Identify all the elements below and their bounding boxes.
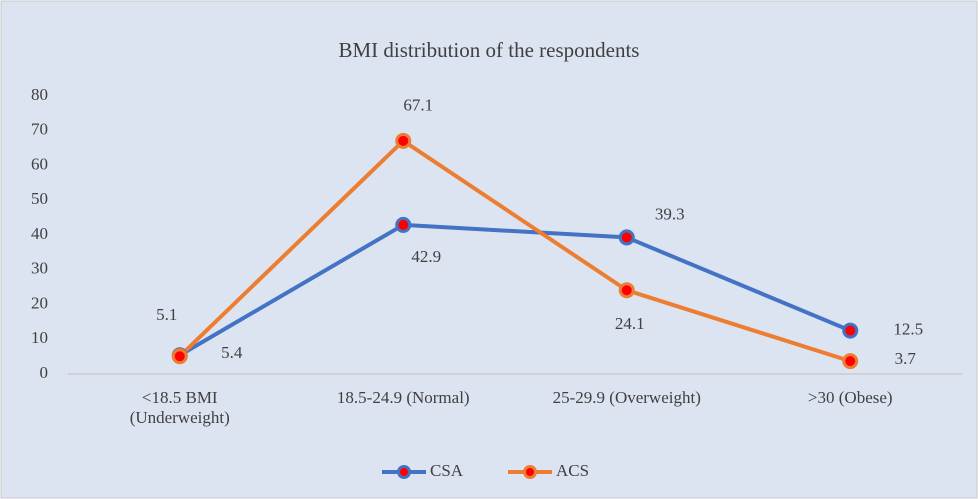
marker	[395, 132, 412, 149]
data-label: 5.1	[156, 305, 177, 324]
data-label: 12.5	[893, 319, 923, 338]
x-tick-label: <18.5 BMI (Underweight)	[129, 388, 230, 427]
data-label: 39.3	[655, 204, 685, 223]
legend-label: ACS	[556, 461, 589, 480]
series-line	[178, 138, 851, 364]
data-label: 42.9	[411, 247, 441, 266]
chart-title: BMI distribution of the respondents	[339, 38, 640, 62]
y-tick-label: 0	[40, 363, 49, 382]
x-tick-label: 18.5-24.9 (Normal)	[336, 388, 470, 407]
x-tick-label: >30 (Obese)	[807, 388, 893, 407]
y-tick-label: 60	[31, 154, 48, 173]
data-label: 3.7	[895, 349, 917, 368]
marker	[842, 353, 859, 370]
marker	[171, 348, 188, 365]
marker	[618, 282, 635, 299]
data-label: 5.4	[221, 343, 243, 362]
series-line	[178, 222, 852, 357]
marker	[395, 216, 412, 233]
y-tick-label: 10	[31, 328, 48, 347]
y-tick-label: 40	[31, 224, 48, 243]
y-tick-label: 20	[31, 293, 48, 312]
y-tick-label: 70	[31, 120, 48, 139]
data-label: 24.1	[615, 314, 645, 333]
data-label: 67.1	[403, 96, 433, 115]
legend-marker	[397, 465, 411, 479]
y-tick-label: 30	[31, 259, 48, 278]
legend-label: CSA	[430, 461, 464, 480]
x-tick-label: 25-29.9 (Overweight)	[552, 388, 701, 407]
marker	[842, 322, 859, 339]
legend-marker	[523, 465, 537, 479]
y-tick-label: 80	[31, 85, 48, 104]
marker	[618, 229, 635, 246]
y-tick-label: 50	[31, 189, 48, 208]
